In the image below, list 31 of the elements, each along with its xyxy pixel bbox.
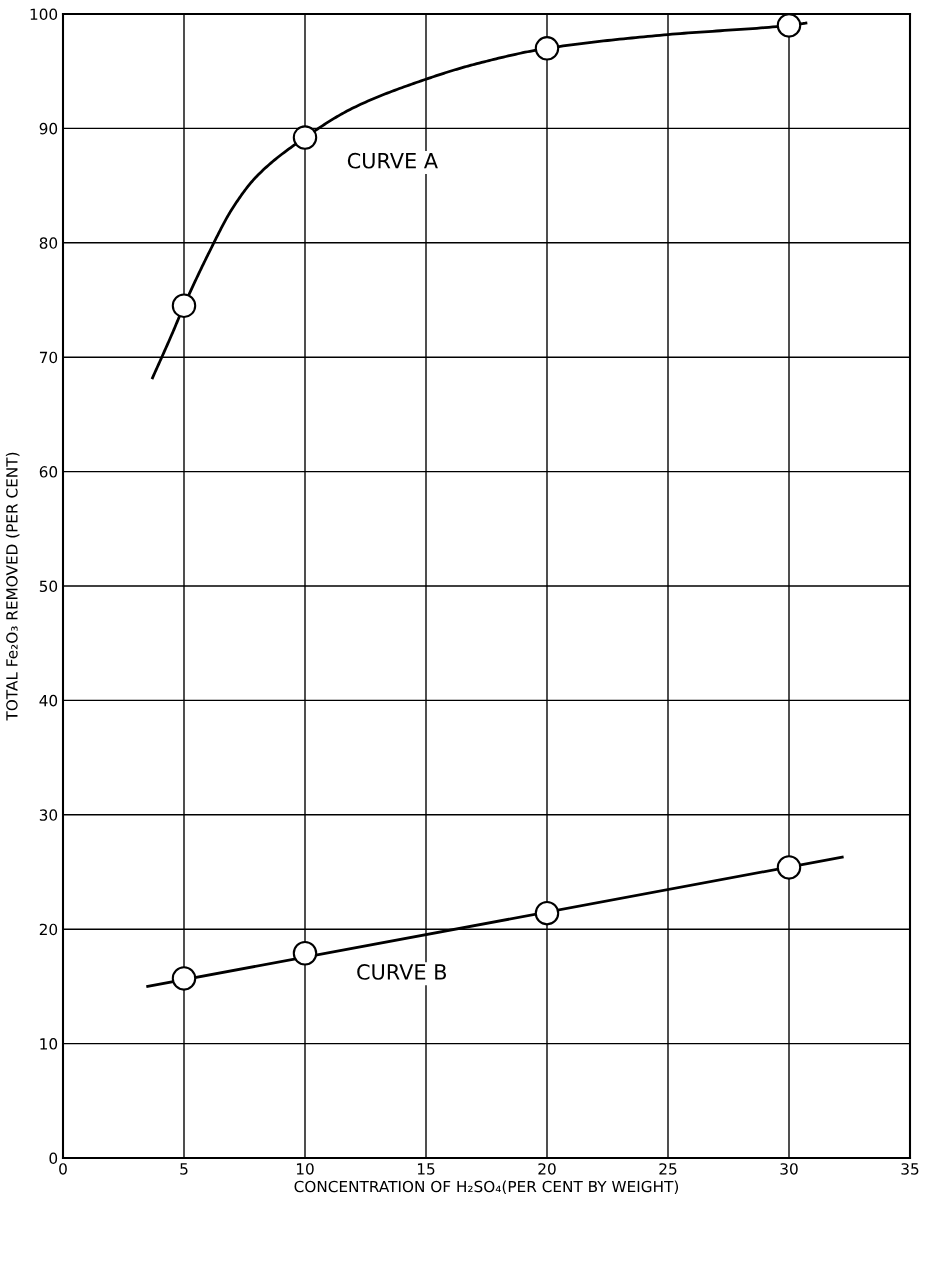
x-tick-label: 35	[901, 1163, 919, 1175]
point	[534, 900, 560, 926]
y-tick-label: 70	[39, 351, 58, 364]
series-label: CURVE B	[357, 964, 447, 980]
y-tick-label: 40	[39, 694, 58, 707]
point	[776, 14, 802, 38]
y-tick-label: 100	[30, 8, 58, 21]
y-axis-title: TOTAL Fe₂O₃ REMOVED (PER CENT)	[5, 452, 20, 721]
y-tick-label: 80	[39, 237, 58, 249]
y-tick-label: 10	[40, 1038, 58, 1050]
y-tick-label: 0	[49, 1152, 58, 1165]
x-tick-label: 0	[59, 1163, 67, 1175]
point	[292, 125, 318, 150]
y-tick-label: 50	[39, 580, 58, 593]
x-tick-label: 20	[538, 1163, 556, 1175]
y-tick-label: 60	[39, 466, 58, 478]
series-label: CURVE A	[347, 152, 438, 169]
point	[534, 36, 560, 61]
y-tick-label: 20	[39, 923, 58, 936]
point	[776, 855, 802, 880]
x-tick-label: 15	[417, 1163, 435, 1175]
x-axis-title: CONCENTRATION OF H₂SO₄(PER CENT BY WEIGHT)	[294, 1180, 679, 1195]
x-tick-label: 5	[180, 1163, 188, 1175]
y-tick-label: 90	[39, 122, 58, 135]
point	[292, 940, 318, 966]
x-tick-label: 10	[296, 1163, 314, 1175]
point	[171, 293, 197, 318]
y-tick-label: 30	[39, 809, 58, 821]
point	[171, 966, 197, 991]
x-tick-label: 30	[780, 1163, 798, 1175]
x-tick-label: 25	[659, 1163, 677, 1175]
